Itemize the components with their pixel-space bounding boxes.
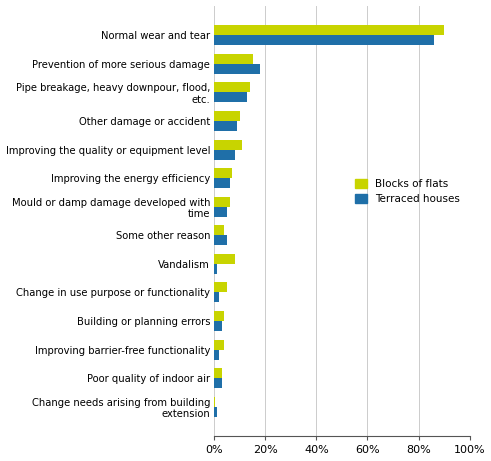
Bar [214,397,216,407]
Bar [214,264,217,274]
Bar [214,207,227,217]
Bar [214,111,240,121]
Bar [214,140,243,149]
Bar [214,54,252,64]
Bar [214,368,222,378]
Bar [214,149,235,160]
Bar [214,283,227,292]
Bar [214,25,444,35]
Bar [214,311,224,321]
Bar [214,64,260,74]
Bar [214,340,224,349]
Bar [214,349,219,360]
Bar [214,197,230,207]
Bar [214,178,230,188]
Bar [214,292,219,302]
Bar [214,254,235,264]
Bar [214,92,247,102]
Bar [214,168,232,178]
Bar [214,321,222,331]
Bar [214,235,227,245]
Bar [214,35,434,45]
Bar [214,407,217,417]
Bar [214,378,222,388]
Bar [214,225,224,235]
Legend: Blocks of flats, Terraced houses: Blocks of flats, Terraced houses [351,175,464,208]
Bar [214,121,237,131]
Bar [214,83,250,92]
